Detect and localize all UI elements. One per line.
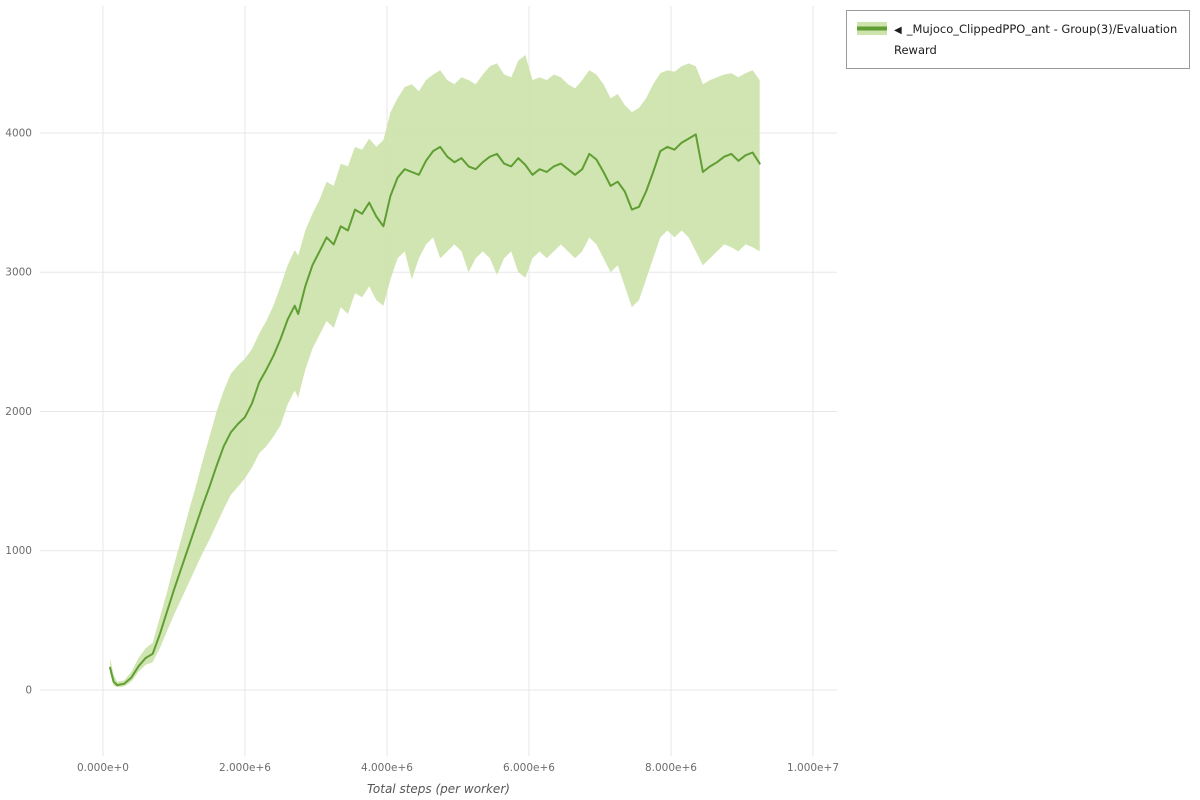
x-tick-label: 6.000e+6 bbox=[503, 762, 555, 774]
legend-swatch-icon bbox=[857, 22, 887, 35]
x-tick-label: 1.000e+7 bbox=[787, 762, 839, 774]
y-tick-label: 2000 bbox=[5, 406, 32, 418]
x-tick-label: 0.000e+0 bbox=[77, 762, 129, 774]
mean-line bbox=[109, 133, 761, 687]
x-axis-label: Total steps (per worker) bbox=[367, 782, 510, 796]
y-tick-label: 1000 bbox=[5, 545, 32, 557]
x-tick-label: 2.000e+6 bbox=[219, 762, 271, 774]
confidence-band bbox=[110, 55, 760, 688]
legend-collapse-icon: ◀ bbox=[894, 25, 902, 36]
legend: ◀ _Mujoco_ClippedPPO_ant - Group(3)/Evalu… bbox=[846, 10, 1190, 69]
y-tick-label: 0 bbox=[25, 684, 32, 696]
y-tick-label: 3000 bbox=[5, 267, 32, 279]
y-tick-label: 4000 bbox=[5, 127, 32, 139]
legend-series-name: _Mujoco_ClippedPPO_ant - Group(3)/Evalua… bbox=[894, 22, 1178, 57]
x-tick-label: 8.000e+6 bbox=[645, 762, 697, 774]
x-tick-label: 4.000e+6 bbox=[361, 762, 413, 774]
legend-label: ◀ _Mujoco_ClippedPPO_ant - Group(3)/Evalu… bbox=[894, 19, 1179, 60]
legend-item[interactable]: ◀ _Mujoco_ClippedPPO_ant - Group(3)/Evalu… bbox=[857, 19, 1179, 60]
